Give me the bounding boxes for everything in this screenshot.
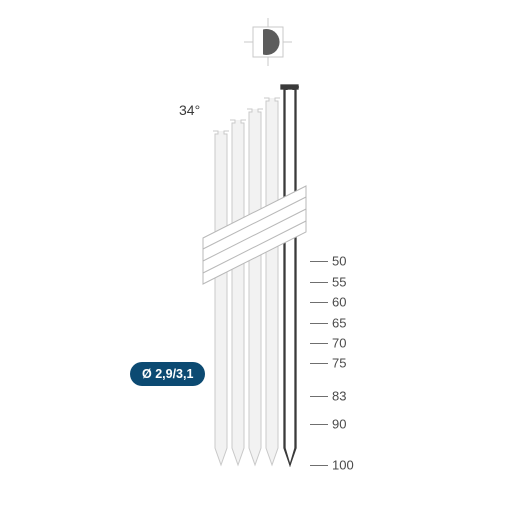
scale-tick: [310, 396, 328, 397]
scale-tick: [310, 323, 328, 324]
scale-tick: [310, 261, 328, 262]
scale-label: 70: [332, 336, 346, 351]
scale-tick: [310, 363, 328, 364]
scale-label: 75: [332, 356, 346, 371]
scale-tick: [310, 282, 328, 283]
scale-tick: [310, 424, 328, 425]
diameter-badge: Ø 2,9/3,1: [130, 362, 205, 386]
nail-spec-diagram: 34° Ø 2,9/3,1 50 55 60 65 70 75 83 90 100: [0, 0, 520, 519]
scale-tick: [310, 343, 328, 344]
nail-strip: [0, 0, 520, 519]
scale-label: 50: [332, 254, 346, 269]
scale-label: 100: [332, 458, 354, 473]
scale-label: 65: [332, 316, 346, 331]
scale-tick: [310, 465, 328, 466]
scale-label: 90: [332, 417, 346, 432]
scale-label: 55: [332, 275, 346, 290]
scale-label: 60: [332, 295, 346, 310]
scale-label: 83: [332, 389, 346, 404]
scale-tick: [310, 302, 328, 303]
angle-label: 34°: [179, 102, 200, 118]
